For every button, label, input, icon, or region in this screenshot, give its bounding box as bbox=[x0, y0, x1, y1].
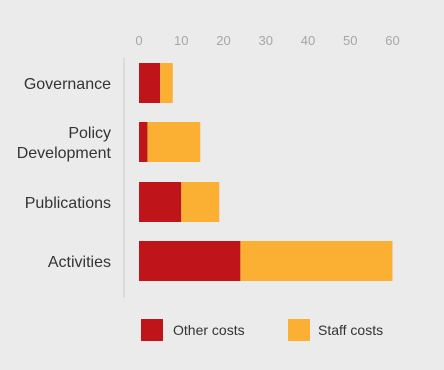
bar-staff-costs bbox=[181, 182, 220, 222]
bar-other-costs bbox=[139, 182, 182, 222]
x-tick-label: 20 bbox=[216, 33, 230, 48]
x-tick-label: 0 bbox=[135, 33, 142, 48]
x-tick-label: 50 bbox=[343, 33, 357, 48]
bar-staff-costs bbox=[160, 63, 173, 103]
legend-label: Other costs bbox=[173, 322, 245, 338]
bar-other-costs bbox=[139, 63, 161, 103]
category-label: Publications bbox=[25, 195, 111, 212]
category-label: Governance bbox=[24, 76, 111, 93]
legend-swatch-other-costs bbox=[141, 319, 163, 341]
bar-other-costs bbox=[139, 241, 241, 281]
category-label: Activities bbox=[48, 254, 111, 271]
x-tick-label: 10 bbox=[174, 33, 188, 48]
bar-other-costs bbox=[139, 122, 148, 162]
legend-swatch-staff-costs bbox=[288, 319, 310, 341]
x-tick-label: 60 bbox=[385, 33, 399, 48]
x-tick-label: 30 bbox=[259, 33, 273, 48]
bar-staff-costs bbox=[240, 241, 393, 281]
legend-label: Staff costs bbox=[318, 322, 383, 338]
x-tick-label: 40 bbox=[301, 33, 315, 48]
bar-staff-costs bbox=[147, 122, 201, 162]
category-label: Policy Development bbox=[17, 125, 112, 162]
